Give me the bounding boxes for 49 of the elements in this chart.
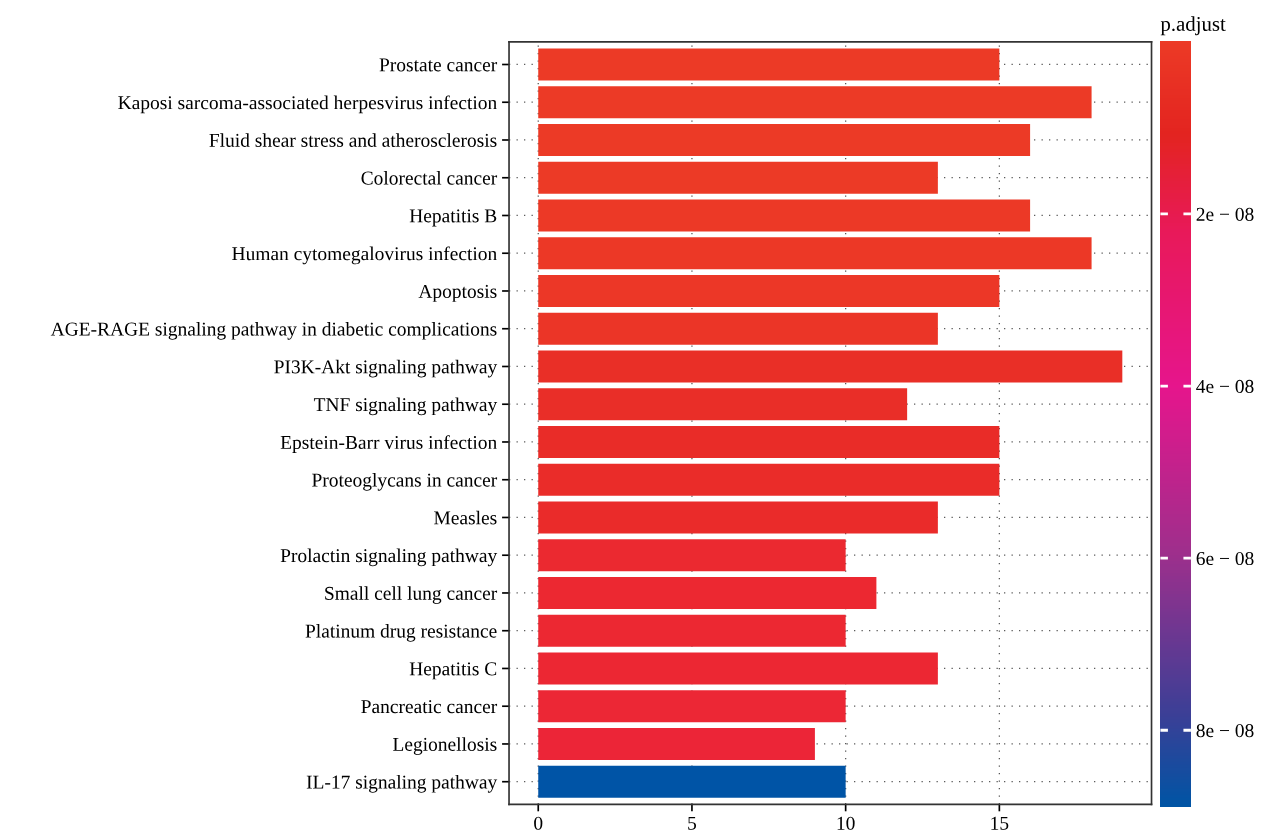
color-bar-label: 2e − 08 — [1196, 207, 1254, 221]
bar — [538, 388, 908, 421]
bar — [538, 501, 938, 534]
bar — [538, 86, 1092, 119]
y-tick-label: Human cytomegalovirus infection — [232, 246, 497, 265]
bar — [538, 690, 846, 723]
y-tick-label: Colorectal cancer — [361, 171, 498, 185]
y-tick-label: Hepatitis C — [409, 662, 497, 680]
y-tick-label: Measles — [434, 510, 497, 525]
y-tick-label: Kaposi sarcoma-associated herpesvirus infection — [118, 95, 497, 114]
x-tick-label: 5 — [688, 816, 697, 830]
bar — [538, 652, 938, 685]
bar — [538, 274, 1000, 308]
x-tick-label: 10 — [837, 816, 855, 830]
color-bar-label: 4e − 08 — [1196, 379, 1254, 393]
y-tick-label: PI3K-Akt signaling pathway — [274, 359, 498, 378]
bar — [538, 199, 1031, 232]
y-tick-label: Hepatitis B — [409, 209, 497, 227]
y-tick-label: Legionellosis — [393, 737, 497, 755]
x-tick-label: 15 — [991, 816, 1009, 830]
bar — [538, 727, 815, 760]
color-bar-label: 6e − 08 — [1196, 551, 1254, 566]
bar — [538, 539, 846, 572]
y-tick-label: TNF signaling pathway — [313, 397, 498, 416]
y-tick-label: Epstein-Barr virus infection — [280, 435, 497, 453]
y-tick-label: IL-17 signaling pathway — [306, 774, 498, 793]
bar — [538, 425, 1000, 459]
x-tick-label: 0 — [534, 816, 543, 830]
bar — [538, 765, 846, 798]
bar — [538, 614, 846, 647]
y-tick-label: AGE-RAGE signaling pathway in diabetic complications — [50, 321, 497, 340]
bar — [538, 48, 1000, 81]
bar — [538, 350, 1123, 383]
y-tick-label: Prolactin signaling pathway — [280, 548, 498, 567]
y-tick-label: Platinum drug resistance — [305, 623, 497, 642]
y-tick-label: Proteoglycans in cancer — [312, 472, 498, 491]
y-tick-label: Prostate cancer — [379, 58, 498, 72]
bar — [538, 312, 938, 345]
bar — [538, 123, 1031, 157]
color-bar-label: 8e − 08 — [1196, 724, 1254, 738]
y-tick-label: Pancreatic cancer — [361, 700, 498, 714]
y-tick-label: Apoptosis — [418, 284, 497, 302]
y-tick-label: Fluid shear stress and atherosclerosis — [209, 133, 497, 147]
bar — [538, 576, 877, 610]
color-bar-title: p.adjust — [1160, 16, 1226, 36]
bar — [538, 161, 938, 194]
bar — [538, 463, 1000, 496]
bar — [538, 237, 1092, 270]
y-tick-label: Small cell lung cancer — [325, 586, 498, 604]
